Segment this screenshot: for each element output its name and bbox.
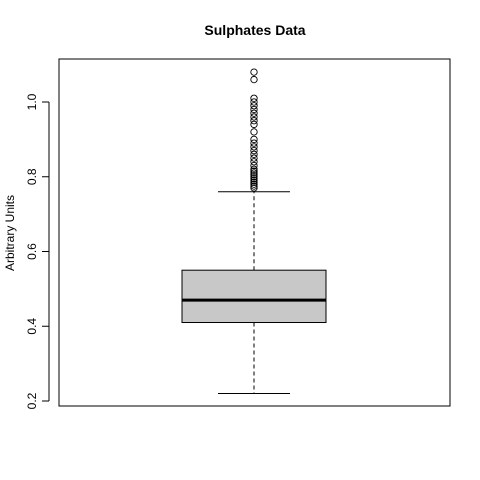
outlier-point [250, 143, 258, 151]
chart-title: Sulphates Data [204, 22, 305, 38]
outlier-point [250, 161, 258, 170]
outlier-point [250, 98, 258, 106]
outlier-point [250, 178, 258, 187]
outlier-point [250, 174, 258, 183]
outlier-point [250, 171, 258, 179]
outlier-point [250, 150, 258, 158]
outlier-point [250, 182, 258, 190]
y-tick-label: 0.6 [25, 243, 39, 260]
outlier-point [250, 154, 258, 162]
box-group [181, 191, 327, 395]
outlier-point [250, 139, 258, 147]
outlier-point [250, 176, 258, 185]
outlier-point [250, 68, 258, 76]
outlier-point [250, 167, 258, 175]
outlier-point [250, 169, 258, 177]
outlier-point [250, 165, 258, 173]
outlier-point [250, 75, 258, 84]
outlier-point [250, 158, 258, 166]
outlier-point [250, 173, 258, 181]
outlier-point [250, 117, 258, 125]
y-tick-label: 1.0 [25, 93, 39, 110]
outliers-group [250, 68, 258, 192]
y-axis-label: Arbitrary Units [3, 195, 17, 271]
y-tick-label: 0.8 [25, 168, 39, 185]
interquartile-box [181, 269, 327, 324]
outlier-point [250, 120, 258, 129]
outlier-point [250, 128, 258, 136]
y-axis: 0.2 0.4 0.6 0.8 1.0 [25, 93, 50, 409]
plot-frame [58, 58, 451, 407]
outlier-point [250, 184, 258, 192]
outlier-point [250, 109, 258, 117]
outlier-point [250, 105, 258, 114]
outlier-point [250, 113, 258, 121]
y-tick-label: 0.2 [25, 392, 39, 409]
outlier-point [250, 135, 258, 144]
outlier-point [250, 146, 258, 155]
y-tick-label: 0.4 [25, 318, 39, 335]
outlier-point [250, 180, 258, 188]
outlier-point [250, 94, 258, 102]
outlier-point [250, 102, 258, 110]
